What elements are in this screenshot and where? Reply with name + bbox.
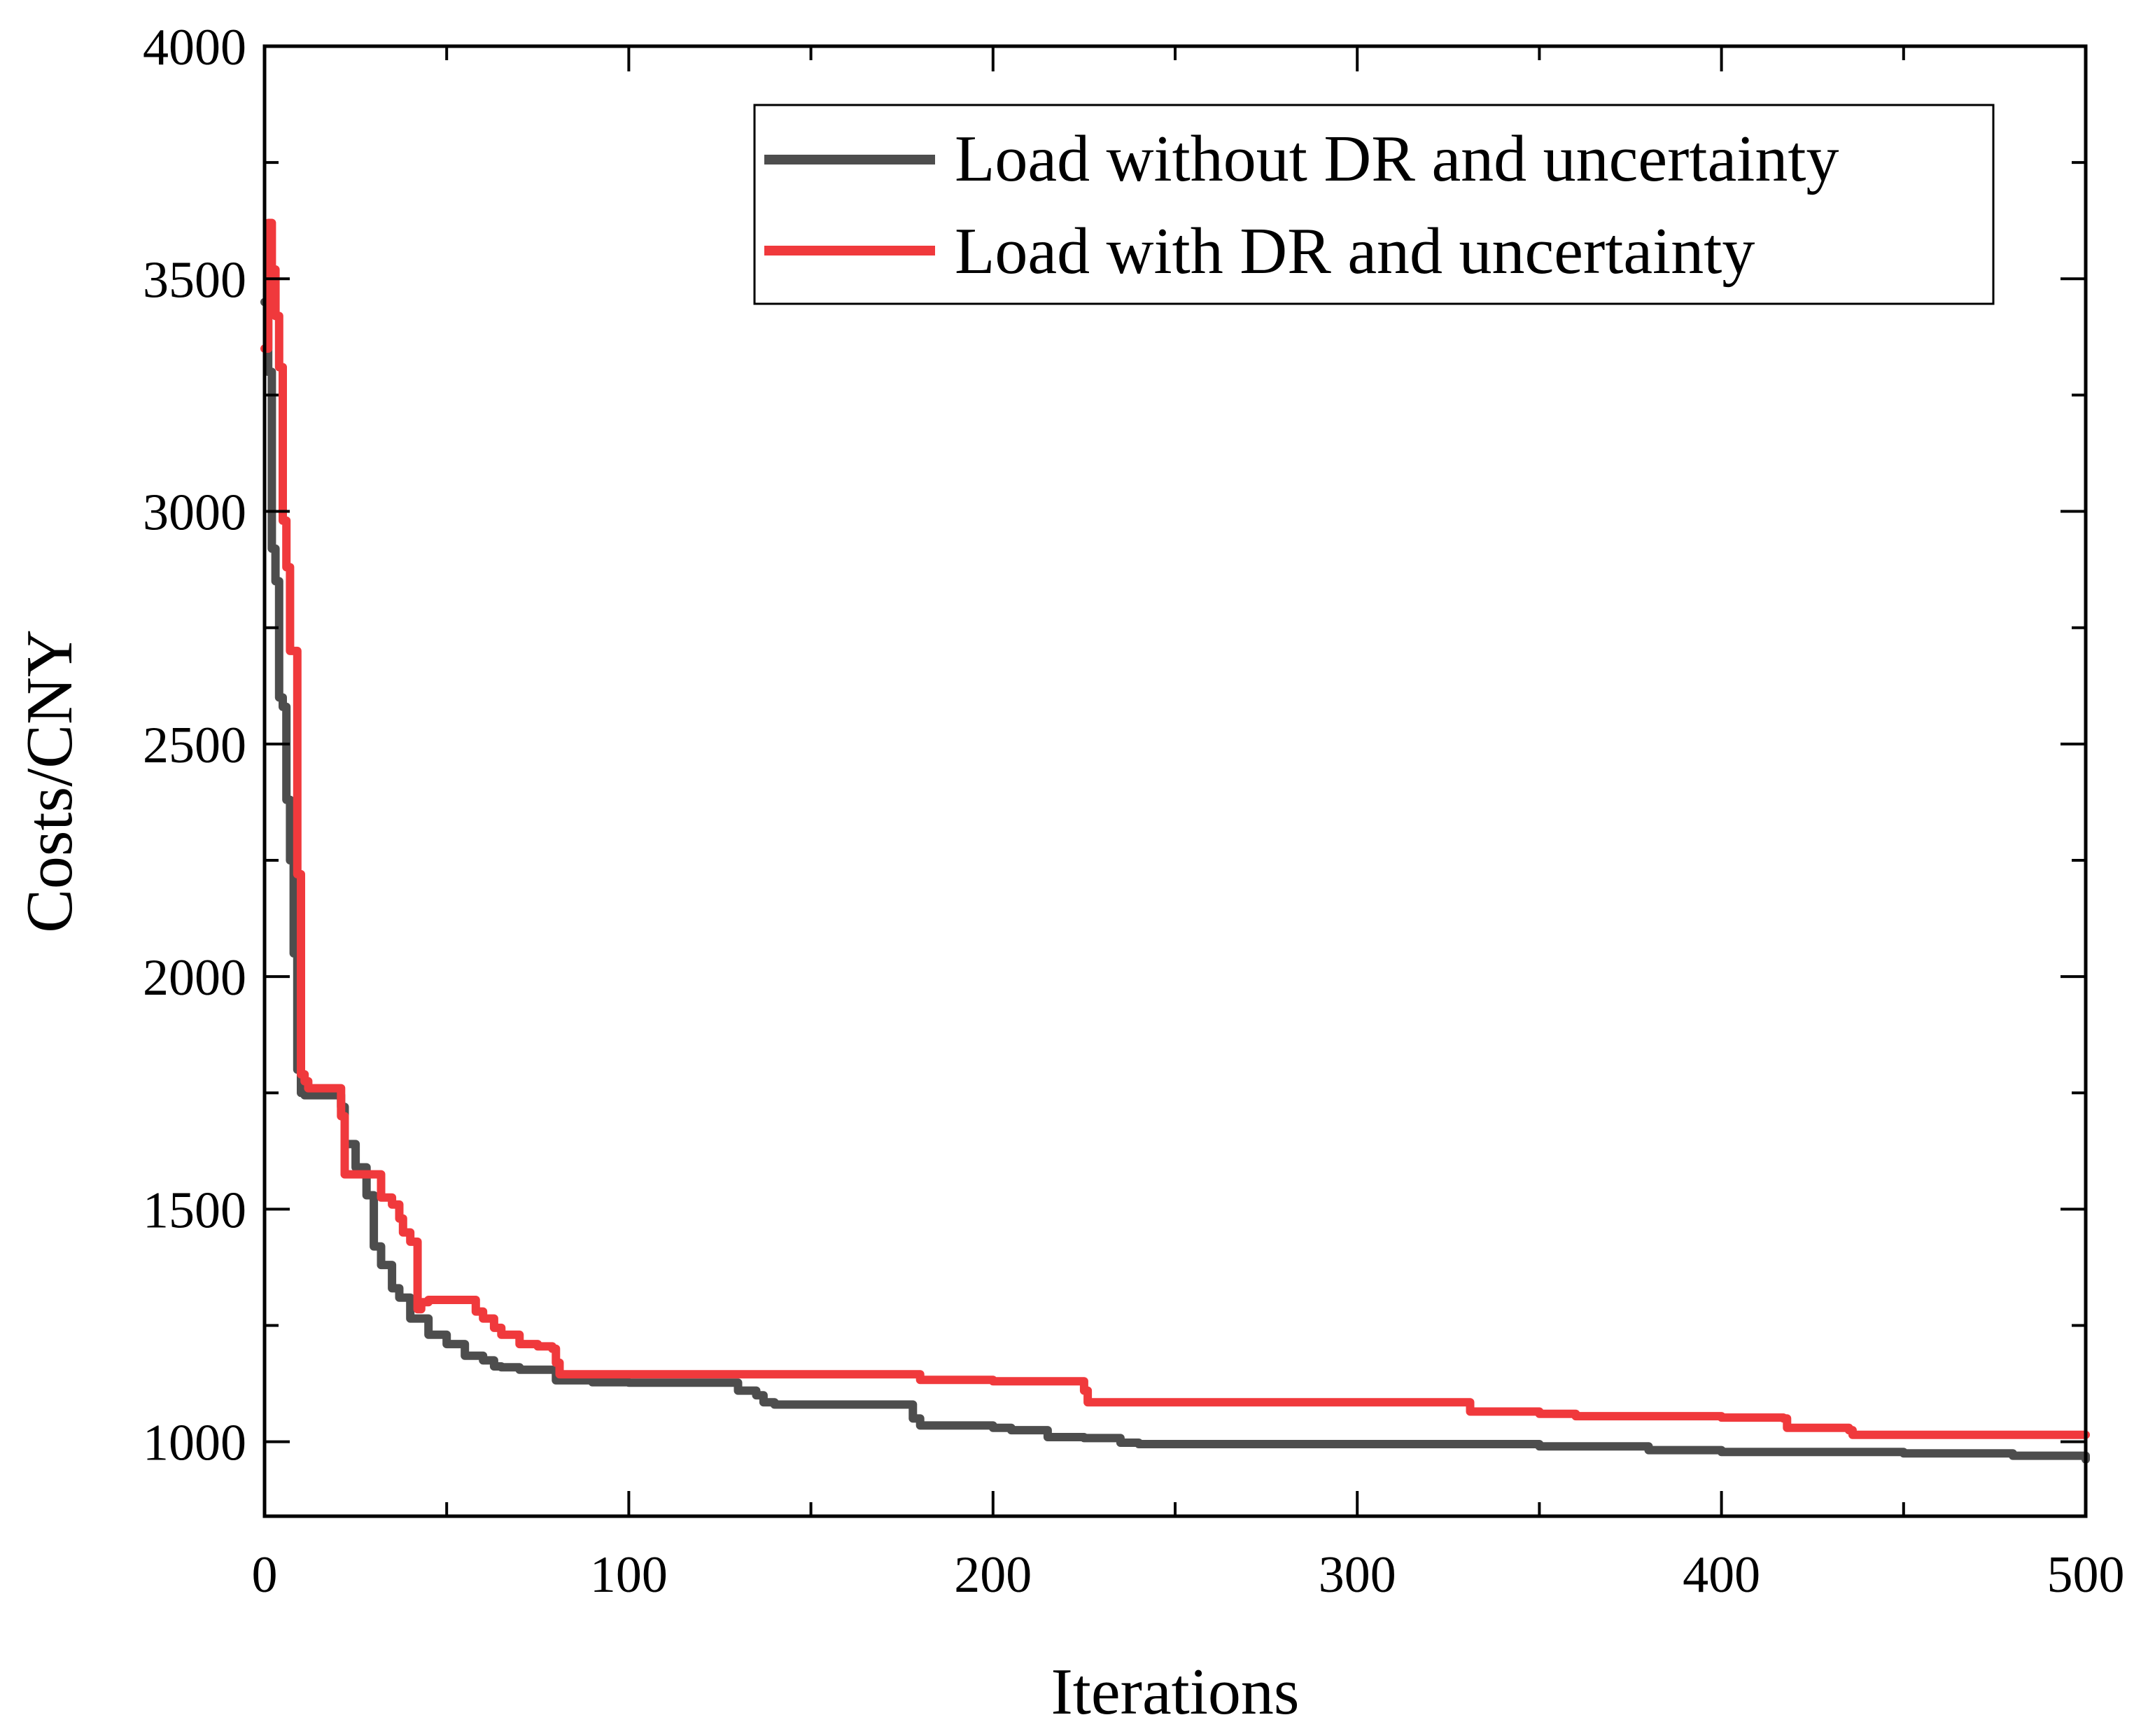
legend-label-without-dr: Load without DR and uncertainty (955, 122, 1839, 195)
x-tick-label: 0 (252, 1546, 278, 1604)
y-tick-label: 2000 (143, 949, 246, 1007)
y-axis-title: Costs/CNY (13, 629, 86, 933)
legend-box (753, 104, 1995, 305)
y-tick-label: 3000 (143, 484, 246, 542)
x-tick-label: 300 (1319, 1546, 1396, 1604)
x-tick-label: 400 (1683, 1546, 1760, 1604)
series-layer (260, 218, 2090, 1464)
y-tick-label: 1500 (143, 1182, 246, 1239)
y-tick-label: 4000 (143, 19, 246, 76)
series-line-with-dr (260, 218, 2090, 1439)
y-tick-label: 1000 (143, 1415, 246, 1472)
x-axis-title: Iterations (1051, 1656, 1300, 1728)
x-tick-label: 500 (2047, 1546, 2125, 1604)
x-tick-label: 200 (954, 1546, 1032, 1604)
x-tick-label: 100 (590, 1546, 668, 1604)
y-tick-label: 3500 (143, 251, 246, 309)
legend-label-with-dr: Load with DR and uncertainty (955, 215, 1755, 288)
legend: Load without DR and uncertainty Load wit… (753, 104, 1995, 305)
tick-layer: 0 100 200 300 400 500 1000 1500 2000 2500 3000 3500… (143, 19, 2125, 1604)
y-tick-label: 2500 (143, 717, 246, 774)
